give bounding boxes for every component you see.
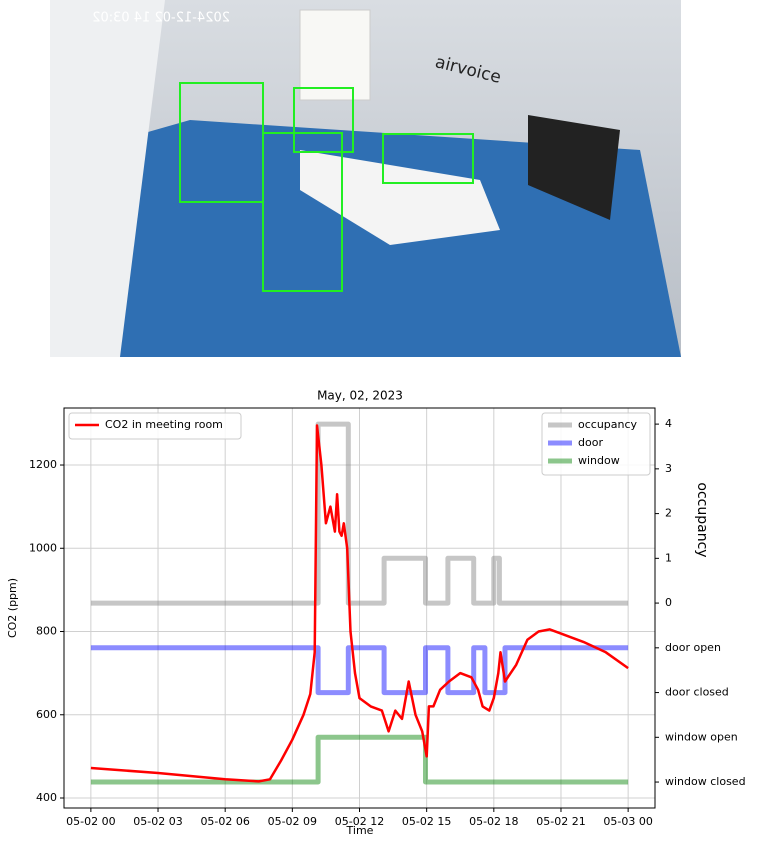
plot-frame [63, 407, 656, 809]
x-tick-label: 05-03 00 [603, 815, 652, 828]
series-line [90, 645, 629, 696]
series-line [90, 421, 629, 606]
y2-tick-label: 4 [665, 417, 672, 430]
x-tick-label: 05-02 15 [402, 815, 451, 828]
legend-box [541, 412, 651, 476]
x-tick-label: 05-02 03 [133, 815, 182, 828]
y2-tick-label: door closed [665, 686, 729, 699]
y2-tick-label: 3 [665, 462, 672, 475]
y-tick-label: 1200 [29, 458, 57, 471]
legend-label: window [578, 454, 620, 467]
x-axis-label: Time [346, 824, 374, 837]
camera-photo: 2024-12-02 14 03:02 airvoice [50, 0, 681, 357]
x-tick-label: 05-02 18 [469, 815, 518, 828]
y2-tick-label: 0 [665, 596, 672, 609]
timestamp: 2024-12-02 14 03:02 [92, 11, 230, 26]
y2-tick-label: window open [665, 730, 738, 743]
legend-label: occupancy [578, 418, 638, 431]
chart-title: May, 02, 2023 [317, 389, 403, 403]
y2-axis-label: occupancy [694, 482, 710, 557]
y2-tick-label: window closed [665, 775, 746, 788]
y-tick-label: 800 [36, 625, 57, 638]
legend-box [68, 412, 242, 440]
series-line [90, 424, 629, 783]
y2-tick-label: door open [665, 641, 721, 654]
y-tick-label: 600 [36, 708, 57, 721]
legend: CO2 in meeting room [68, 412, 242, 440]
legend: occupancy door window [541, 412, 651, 476]
x-tick-label: 05-02 00 [66, 815, 115, 828]
y-tick-label: 1000 [29, 541, 57, 554]
y-axis-label: CO2 (ppm) [6, 578, 19, 638]
x-tick-label: 05-02 21 [536, 815, 585, 828]
series-line [90, 734, 629, 785]
y-tick-label: 400 [36, 791, 57, 804]
y2-tick-label: 2 [665, 507, 672, 520]
legend-label: CO2 in meeting room [105, 418, 223, 431]
y2-tick-label: 1 [665, 551, 672, 564]
x-tick-label: 05-02 12 [335, 815, 384, 828]
legend-label: door [578, 436, 603, 449]
x-tick-label: 05-02 09 [268, 815, 317, 828]
x-tick-label: 05-02 06 [200, 815, 249, 828]
